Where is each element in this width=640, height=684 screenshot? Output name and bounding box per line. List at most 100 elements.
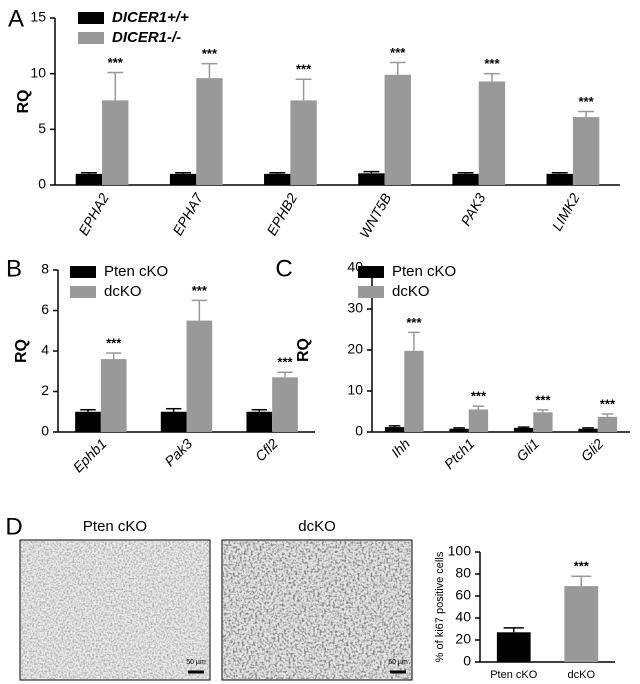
y-tick-label: 20: [347, 341, 363, 357]
bar: [186, 320, 213, 432]
legend-label: DICER1-/-: [112, 29, 181, 46]
y-tick-label: 15: [30, 9, 46, 25]
x-tick-label: EPHA2: [75, 190, 112, 238]
significance: ***: [277, 355, 293, 370]
bar: [246, 411, 273, 432]
bar: [533, 412, 553, 432]
y-tick-label: 100: [448, 543, 472, 559]
x-tick-label: Gli2: [578, 435, 607, 464]
legend-swatch: [78, 12, 104, 24]
y-axis-label: RQ: [295, 338, 312, 362]
significance: ***: [192, 283, 208, 298]
bar: [75, 411, 101, 432]
significance: ***: [600, 396, 616, 411]
bar: [513, 427, 534, 432]
legend-label: Pten cKO: [392, 263, 456, 280]
y-tick-label: 20: [455, 631, 471, 647]
legend-swatch: [358, 266, 384, 278]
significance: ***: [574, 559, 590, 574]
y-tick-label: 30: [347, 300, 363, 316]
y-tick-label: 2: [41, 382, 49, 398]
bar: [564, 586, 599, 662]
panel-label: D: [5, 513, 22, 540]
legend-label: dcKO: [104, 283, 142, 300]
bar: [384, 74, 411, 185]
bar: [384, 427, 405, 432]
x-tick-label: Ihh: [388, 435, 413, 460]
bar: [496, 632, 531, 662]
y-tick-label: 10: [347, 382, 363, 398]
bar: [572, 117, 600, 185]
panel-label: A: [8, 5, 24, 32]
bar: [449, 428, 469, 432]
bar: [404, 350, 424, 432]
y-axis-label: RQ: [13, 339, 30, 363]
y-tick-label: 8: [41, 261, 49, 277]
panel-label: C: [275, 255, 292, 282]
micrograph-texture: [223, 541, 411, 679]
significance: ***: [296, 62, 312, 77]
y-axis-label: % of ki67 positive cells: [434, 551, 446, 662]
x-tick-label: dcKO: [567, 669, 595, 681]
x-tick-label: Ephb1: [70, 435, 110, 475]
micrograph-texture: [21, 541, 209, 679]
bar: [546, 173, 573, 185]
bar: [75, 173, 103, 185]
x-tick-label: LIMK2: [549, 190, 583, 233]
bar: [478, 81, 506, 185]
bar: [196, 78, 223, 185]
significance: ***: [471, 389, 487, 404]
x-tick-label: Cfl2: [252, 435, 281, 464]
bar: [169, 173, 197, 185]
bar: [100, 359, 127, 432]
image-title: Pten cKO: [83, 518, 147, 535]
significance: ***: [579, 94, 595, 109]
x-tick-label: Pak3: [161, 435, 195, 469]
x-tick-label: EPHB2: [263, 190, 300, 238]
x-tick-label: EPHA7: [169, 189, 206, 238]
legend-label: dcKO: [392, 283, 430, 300]
y-tick-label: 0: [38, 176, 46, 192]
significance: ***: [406, 315, 422, 330]
x-tick-label: WNT5B: [356, 190, 394, 240]
bar: [272, 377, 298, 432]
significance: ***: [390, 45, 406, 60]
x-tick-label: Pten cKO: [490, 669, 538, 681]
bar: [452, 173, 479, 185]
bar: [468, 409, 489, 432]
legend-swatch: [70, 286, 96, 298]
image-title: dcKO: [298, 518, 336, 535]
legend-label: DICER1+/+: [112, 9, 189, 26]
significance: ***: [106, 335, 122, 350]
bar: [578, 428, 598, 432]
y-tick-label: 40: [455, 609, 471, 625]
y-tick-label: 5: [38, 120, 46, 136]
legend-swatch: [70, 266, 96, 278]
bar: [264, 173, 291, 185]
significance: ***: [202, 46, 218, 61]
significance: ***: [108, 55, 124, 70]
legend-swatch: [358, 286, 384, 298]
y-tick-label: 60: [455, 587, 471, 603]
x-tick-label: Ptch1: [441, 435, 478, 472]
y-tick-label: 4: [41, 342, 49, 358]
significance: ***: [535, 392, 551, 407]
legend-swatch: [78, 32, 104, 44]
bar: [290, 100, 317, 185]
y-axis-label: RQ: [15, 90, 32, 114]
x-tick-label: PAK3: [457, 190, 488, 228]
scale-label: 50 µm: [186, 659, 206, 666]
bar: [597, 416, 618, 432]
y-tick-label: 80: [455, 565, 471, 581]
y-tick-label: 0: [463, 653, 471, 669]
y-tick-label: 0: [355, 423, 363, 439]
y-tick-label: 10: [30, 64, 46, 80]
scale-label: 50 µm: [388, 659, 408, 666]
bar: [358, 173, 385, 185]
y-tick-label: 0: [41, 423, 49, 439]
x-tick-label: Gli1: [513, 435, 542, 464]
bar: [160, 411, 187, 432]
legend-label: Pten cKO: [104, 263, 168, 280]
panel-label: B: [6, 255, 22, 282]
